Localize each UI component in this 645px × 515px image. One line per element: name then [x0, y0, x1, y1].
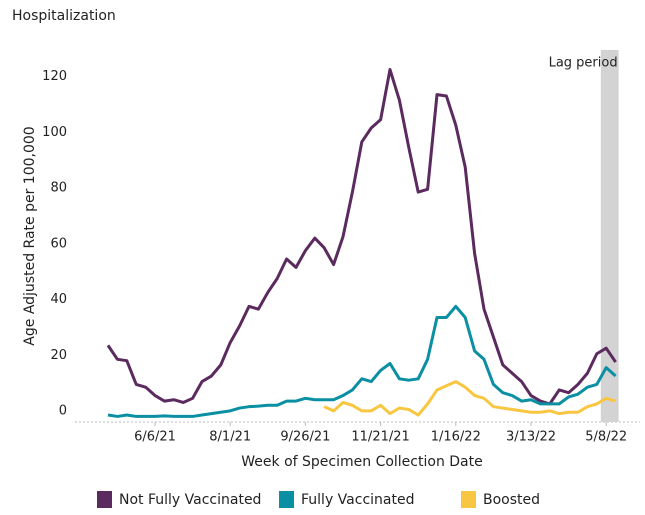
x-tick-label: 6/6/21	[134, 430, 176, 445]
series-line	[107, 304, 617, 418]
x-tick-label: 5/8/22	[585, 430, 627, 445]
y-tick-label: 20	[50, 348, 67, 363]
legend-label: Fully Vaccinated	[301, 492, 414, 508]
y-axis-title: Age Adjusted Rate per 100,000	[22, 126, 38, 345]
legend-label: Not Fully Vaccinated	[119, 492, 261, 508]
annotation: Lag period	[549, 56, 618, 71]
lag-band	[600, 50, 619, 422]
chart-title: Hospitalization	[12, 8, 116, 24]
y-tick-label: 60	[50, 236, 67, 251]
y-tick-label: 40	[50, 292, 67, 307]
series-line	[106, 68, 617, 406]
series-line	[323, 380, 617, 417]
legend-swatch	[279, 491, 294, 508]
y-tick-label: 0	[59, 404, 67, 419]
x-tick-label: 11/21/21	[351, 430, 409, 445]
x-tick-label: 9/26/21	[280, 430, 330, 445]
legend-swatch	[97, 491, 112, 508]
legend-swatch	[461, 491, 476, 508]
y-tick-label: 80	[50, 181, 67, 196]
x-tick-label: 1/16/22	[431, 430, 481, 445]
legend-label: Boosted	[483, 492, 540, 508]
y-tick-label: 120	[42, 69, 67, 84]
x-axis-title: Week of Specimen Collection Date	[241, 454, 482, 470]
x-tick-label: 8/1/21	[209, 430, 251, 445]
y-tick-label: 100	[42, 125, 67, 140]
x-tick-label: 3/13/22	[506, 430, 556, 445]
